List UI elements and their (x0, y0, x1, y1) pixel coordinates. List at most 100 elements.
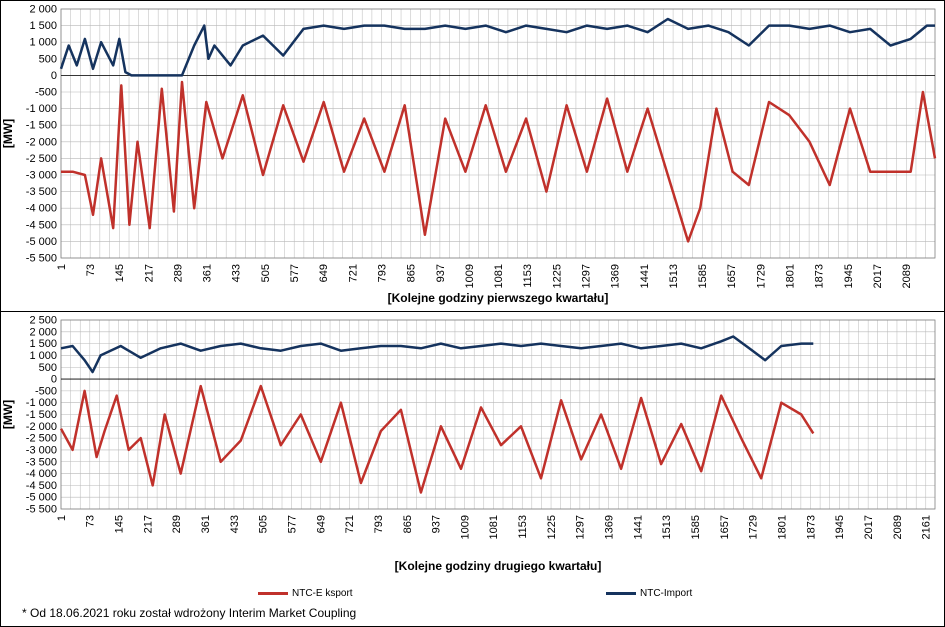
y-tick-label: 1 000 (29, 37, 57, 49)
series-line-import (59, 17, 935, 77)
x-tick-label: 1009 (464, 264, 476, 288)
x-tick-label: 577 (289, 264, 301, 282)
x-tick-label: 145 (114, 264, 126, 282)
x-tick-label: 217 (142, 515, 154, 533)
y-tick-label: 500 (39, 53, 57, 65)
x-tick-label: 505 (258, 515, 270, 533)
x-tick-label: 1153 (522, 264, 534, 288)
x-tick-label: 1225 (551, 264, 563, 288)
x-tick-label: 289 (172, 264, 184, 282)
y-tick-label: 1 000 (29, 350, 57, 362)
x-tick-label: 145 (114, 515, 126, 533)
x-tick-label: 1297 (580, 264, 592, 288)
x-tick-label: 1 (56, 515, 68, 521)
x-tick-label: 2089 (901, 264, 913, 288)
x-tick-label: 2089 (892, 515, 904, 539)
series-line-import (60, 335, 814, 374)
x-tick-label: 505 (260, 264, 272, 282)
x-tick-label: 1513 (661, 515, 673, 539)
y-tick-label: -3 500 (26, 186, 57, 198)
x-tick-label: 721 (344, 515, 356, 533)
x-tick-label: 361 (200, 515, 212, 533)
x-tick-label: 1585 (690, 515, 702, 539)
x-tick-label: 793 (373, 515, 385, 533)
y-tick-label: 1 500 (29, 338, 57, 350)
x-tick-label: 865 (402, 515, 414, 533)
legend-import-swatch (606, 591, 636, 595)
x-tick-label: 577 (286, 515, 298, 533)
x-tick-label: 1441 (632, 515, 644, 539)
x-tick-label: 1297 (575, 515, 587, 539)
y-axis-label: [MW] (1, 400, 15, 429)
x-tick-label: 1729 (748, 515, 760, 539)
x-tick-label: 433 (229, 515, 241, 533)
x-tick-label: 1585 (697, 264, 709, 288)
y-tick-label: -2 000 (26, 421, 57, 433)
y-tick-label: -4 500 (26, 480, 57, 492)
x-tick-label: 793 (376, 264, 388, 282)
y-tick-label: -2 500 (26, 433, 57, 445)
x-tick-label: 937 (431, 515, 443, 533)
x-tick-label: 1513 (668, 264, 680, 288)
series-line-export (61, 80, 937, 243)
x-tick-label: 1657 (719, 515, 731, 539)
x-tick-label: 1369 (610, 264, 622, 288)
y-axis-label: [MW] (1, 119, 15, 148)
x-tick-label: 433 (231, 264, 243, 282)
x-tick-label: 1873 (814, 264, 826, 288)
y-tick-label: -2 000 (26, 136, 57, 148)
y-tick-label: 0 (51, 374, 57, 386)
y-tick-label: -3 000 (26, 444, 57, 456)
x-tick-label: 1873 (805, 515, 817, 539)
x-tick-label: 2161 (921, 515, 933, 539)
x-tick-label: 1945 (843, 264, 855, 288)
y-tick-label: -500 (35, 385, 57, 397)
y-tick-label: 2 000 (29, 4, 57, 16)
y-tick-label: -3 500 (26, 456, 57, 468)
x-tick-label: 2017 (872, 264, 884, 288)
y-tick-label: 500 (39, 362, 57, 374)
plot-area-border (60, 319, 936, 510)
x-axis-label: [Kolejne godziny drugiego kwartału] (395, 559, 602, 573)
y-tick-label: -3 000 (26, 170, 57, 182)
x-tick-label: 1801 (785, 264, 797, 288)
x-tick-label: 217 (143, 264, 155, 282)
y-tick-label: -4 500 (26, 219, 57, 231)
y-tick-label: -5 500 (26, 504, 57, 516)
y-tick-label: -4 000 (26, 468, 57, 480)
y-tick-label: 2 500 (29, 315, 57, 327)
y-tick-label: -1 500 (26, 120, 57, 132)
x-tick-label: 649 (315, 515, 327, 533)
y-tick-label: -2 500 (26, 153, 57, 165)
x-tick-label: 1153 (517, 515, 529, 539)
x-tick-label: 1729 (755, 264, 767, 288)
chart-q1: 2 000 1 500 1 000 500 0 -500 -1 000 -1 500 -2 00… (1, 4, 937, 305)
x-tick-label: 649 (318, 264, 330, 282)
x-tick-label: 1 (56, 264, 68, 270)
y-tick-label: -1 000 (26, 397, 57, 409)
x-tick-label: 721 (347, 264, 359, 282)
series-line-export (59, 384, 815, 494)
legend-import: NTC-Import (606, 586, 692, 600)
x-tick-label: 73 (85, 515, 97, 527)
x-tick-label: 1945 (834, 515, 846, 539)
y-tick-label: -4 000 (26, 203, 57, 215)
x-tick-label: 1225 (546, 515, 558, 539)
y-tick-label: -5 000 (26, 236, 57, 248)
x-tick-label: 1801 (777, 515, 789, 539)
plot-area-border (60, 8, 936, 259)
y-tick-label: -1 000 (26, 103, 57, 115)
x-axis-label: [Kolejne godziny pierwszego kwartału] (388, 291, 609, 305)
x-tick-label: 1009 (459, 515, 471, 539)
y-tick-label: 0 (51, 70, 57, 82)
y-tick-label: -5 500 (26, 253, 57, 265)
x-tick-label: 289 (171, 515, 183, 533)
y-tick-label: -500 (35, 87, 57, 99)
legend-export: NTC-E ksport (258, 586, 353, 600)
legend-export-swatch (258, 591, 288, 595)
x-tick-label: 1441 (639, 264, 651, 288)
x-tick-label: 937 (435, 264, 447, 282)
x-tick-label: 1657 (726, 264, 738, 288)
x-tick-label: 1369 (604, 515, 616, 539)
